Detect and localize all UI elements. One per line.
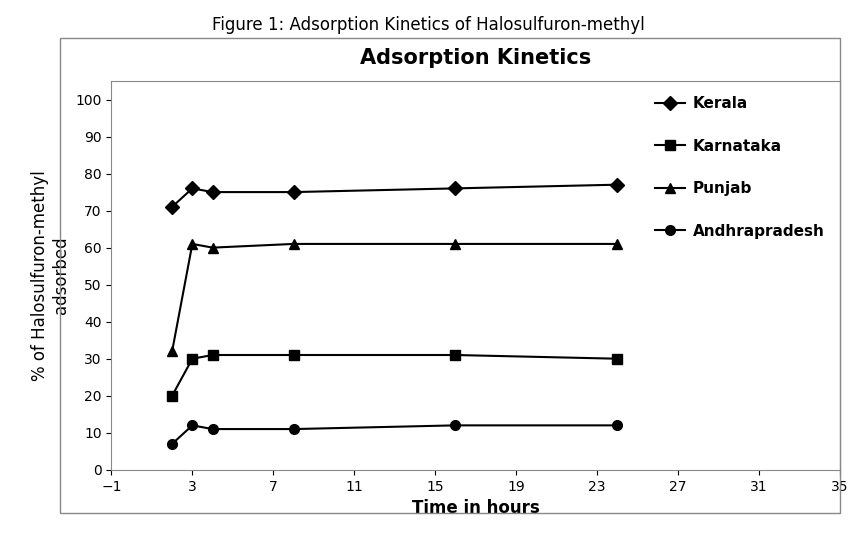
Punjab (187, 241, 197, 247)
Karnataka (187, 355, 197, 362)
Title: Adsorption Kinetics: Adsorption Kinetics (360, 49, 591, 69)
Kerala (207, 189, 218, 195)
Andhrapradesh (288, 426, 299, 433)
Kerala (612, 181, 622, 188)
Legend: Kerala, Karnataka, Punjab, Andhrapradesh: Kerala, Karnataka, Punjab, Andhrapradesh (647, 89, 832, 246)
Kerala (167, 204, 177, 210)
Y-axis label: % of Halosulfuron-methyl
adsorbed: % of Halosulfuron-methyl adsorbed (31, 170, 69, 381)
Andhrapradesh (450, 422, 460, 429)
Andhrapradesh (167, 441, 177, 447)
Andhrapradesh (187, 422, 197, 429)
Punjab (450, 241, 460, 247)
Line: Karnataka: Karnataka (167, 350, 622, 401)
Punjab (207, 245, 218, 251)
Karnataka (288, 352, 299, 358)
Line: Punjab: Punjab (167, 239, 622, 356)
Kerala (288, 189, 299, 195)
Karnataka (612, 355, 622, 362)
Kerala (450, 185, 460, 192)
Karnataka (167, 393, 177, 399)
Karnataka (207, 352, 218, 358)
Andhrapradesh (612, 422, 622, 429)
Line: Andhrapradesh: Andhrapradesh (167, 421, 622, 449)
Andhrapradesh (207, 426, 218, 433)
Kerala (187, 185, 197, 192)
X-axis label: Time in hours: Time in hours (411, 499, 540, 517)
Punjab (288, 241, 299, 247)
Karnataka (450, 352, 460, 358)
Punjab (167, 348, 177, 355)
Line: Kerala: Kerala (167, 180, 622, 212)
Punjab (612, 241, 622, 247)
Text: Figure 1: Adsorption Kinetics of Halosulfuron-methyl: Figure 1: Adsorption Kinetics of Halosul… (213, 16, 644, 34)
